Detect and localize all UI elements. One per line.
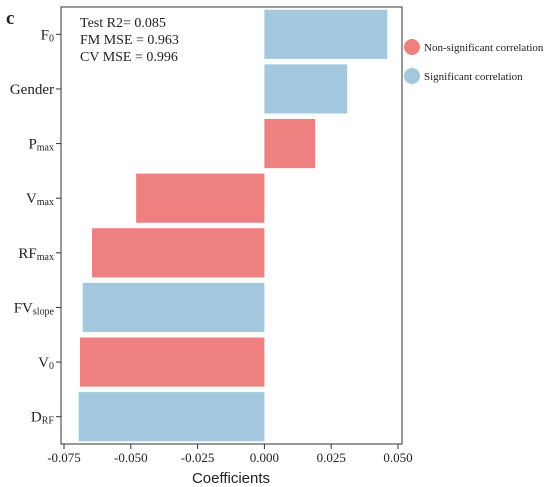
x-tick-label: 0.025 xyxy=(317,450,346,465)
bar-drf xyxy=(78,392,265,442)
y-tick-label-v0: V0 xyxy=(38,355,54,372)
bar-fvslope xyxy=(82,282,265,333)
bar-pmax xyxy=(264,118,316,169)
y-tick-label-pmax: Pmax xyxy=(28,137,54,154)
legend-label-significant: Significant correlation xyxy=(424,71,523,83)
legend-swatch-significant xyxy=(404,68,420,84)
x-tick-label: -0.075 xyxy=(47,450,81,465)
y-tick-label-gender: Gender xyxy=(10,82,54,98)
bar-rfmax xyxy=(92,228,265,278)
x-tick-label: -0.025 xyxy=(181,450,215,465)
y-tick-label-f0: F0 xyxy=(41,27,54,44)
y-tick-subscript: max xyxy=(37,197,54,208)
stat-fm-mse: FM MSE = 0.963 xyxy=(80,33,179,48)
x-tick-label: 0.050 xyxy=(383,450,412,465)
stat-cv-mse: CV MSE = 0.996 xyxy=(80,50,178,65)
x-axis: -0.075 -0.050 -0.025 0.000 0.025 0.050 xyxy=(47,444,413,465)
y-tick-label-fvslope: FVslope xyxy=(14,300,55,317)
legend-label-non-significant: Non-significant correlation xyxy=(424,42,544,54)
y-tick-label-vmax: Vmax xyxy=(26,191,54,208)
y-tick-subscript: max xyxy=(37,252,54,263)
stats-block: Test R2= 0.085 FM MSE = 0.963 CV MSE = 0… xyxy=(80,16,179,65)
y-tick-subscript: RF xyxy=(42,416,55,427)
bars-layer xyxy=(78,9,388,442)
bar-gender xyxy=(264,64,348,114)
bar-v0 xyxy=(80,337,265,387)
y-tick-label-rfmax: RFmax xyxy=(18,246,54,263)
x-tick-label: -0.050 xyxy=(114,450,148,465)
panel-label: c xyxy=(6,8,14,29)
y-tick-subscript: max xyxy=(37,143,54,154)
y-tick-label-drf: DRF xyxy=(31,410,55,427)
y-tick-subscript: slope xyxy=(33,306,55,317)
bar-vmax xyxy=(136,173,265,223)
y-tick-subscript: 0 xyxy=(49,361,54,372)
x-tick-label: 0.000 xyxy=(250,450,279,465)
stat-test-r2: Test R2= 0.085 xyxy=(80,16,166,31)
x-axis-title: Coefficients xyxy=(192,470,270,487)
y-tick-subscript: 0 xyxy=(49,33,54,44)
bar-f0 xyxy=(264,9,388,59)
legend-swatch-non-significant xyxy=(404,39,420,55)
legend: Non-significant correlation Significant … xyxy=(404,39,544,84)
